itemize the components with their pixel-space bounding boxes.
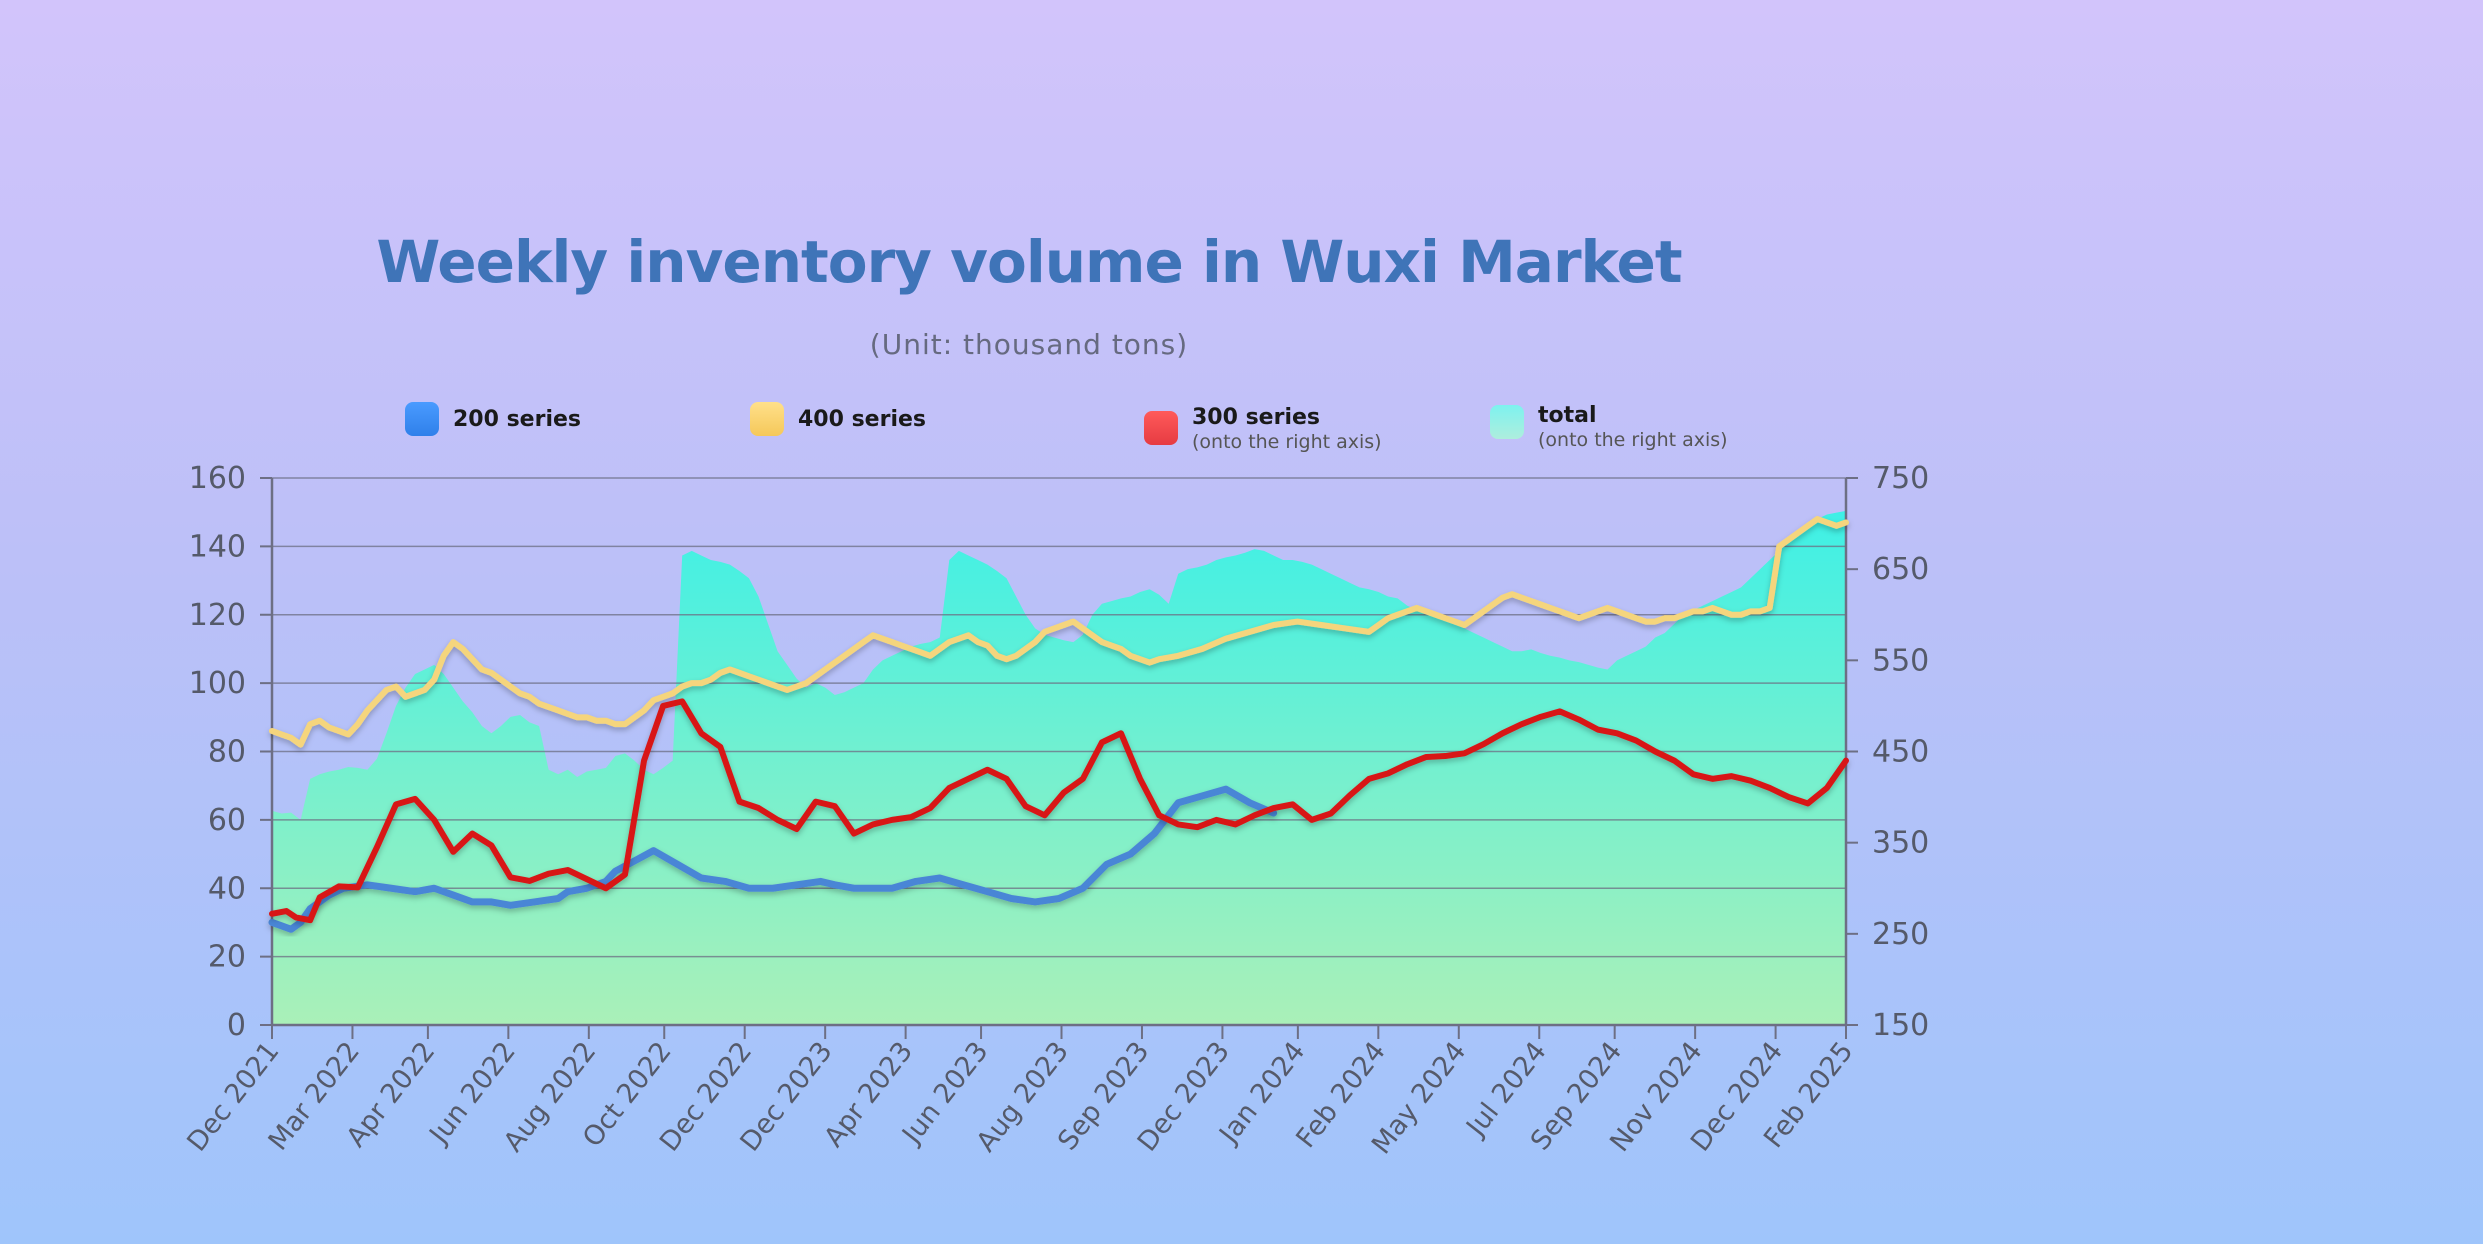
left-tick-label: 20 — [208, 940, 246, 975]
chart-title: Weekly inventory volume in Wuxi Market — [376, 228, 1682, 296]
right-tick-label: 350 — [1872, 826, 1929, 861]
right-tick-label: 150 — [1872, 1008, 1929, 1043]
right-tick-label: 650 — [1872, 552, 1929, 587]
legend-swatch-200-series — [405, 402, 439, 436]
legend-note-300-series: (onto the right axis) — [1192, 431, 1382, 453]
line-400-series — [269, 516, 1849, 748]
right-tick-label: 550 — [1872, 643, 1929, 678]
legend-swatch-400-series — [750, 402, 784, 436]
left-tick-label: 100 — [189, 666, 246, 701]
legend-label-400-series: 400 series — [798, 407, 927, 432]
left-tick-label: 0 — [227, 1008, 246, 1043]
legend-item-300-series[interactable]: 300 series (onto the right axis) — [1144, 405, 1382, 453]
right-tick-label: 250 — [1872, 917, 1929, 952]
left-tick-label: 120 — [189, 598, 246, 633]
left-tick-label: 40 — [208, 871, 246, 906]
total-area — [272, 510, 1846, 1025]
right-tick-label: 450 — [1872, 735, 1929, 770]
line-300-series — [269, 698, 1849, 924]
legend-swatch-total — [1490, 405, 1524, 439]
left-tick-label: 80 — [208, 735, 246, 770]
legend-item-200-series[interactable]: 200 series — [405, 402, 581, 438]
legend-label-total: total — [1538, 403, 1597, 428]
legend-item-total[interactable]: total (onto the right axis) — [1490, 403, 1728, 451]
left-tick-label: 140 — [189, 529, 246, 564]
right-tick-label: 750 — [1872, 461, 1929, 496]
left-tick-label: 60 — [208, 803, 246, 838]
legend-note-total: (onto the right axis) — [1538, 429, 1728, 451]
legend-label-200-series: 200 series — [453, 407, 582, 432]
legend-label-300-series: 300 series — [1192, 405, 1321, 430]
chart-subtitle: (Unit: thousand tons) — [869, 328, 1189, 361]
left-tick-label: 160 — [189, 461, 246, 496]
line-200-series — [268, 785, 1278, 933]
legend-swatch-300-series — [1144, 411, 1178, 445]
legend-item-400-series[interactable]: 400 series — [750, 402, 926, 438]
